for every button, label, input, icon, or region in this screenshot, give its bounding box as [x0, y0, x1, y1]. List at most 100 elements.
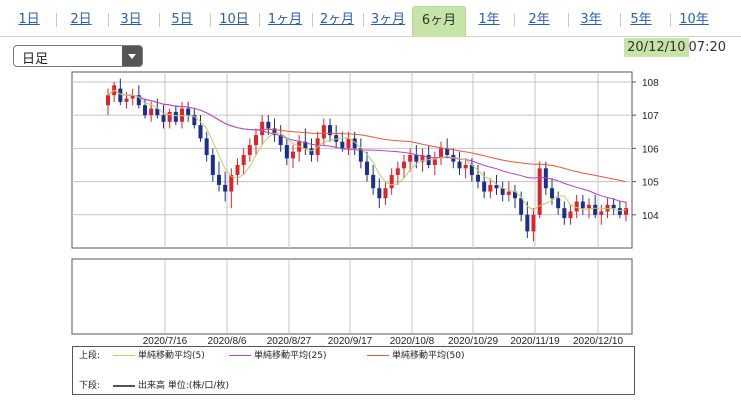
- tab-5y[interactable]: 5年: [630, 12, 652, 27]
- y-tick-label: 107: [642, 111, 659, 122]
- candle-body: [247, 145, 252, 156]
- interval-select[interactable]: 日足: [13, 45, 143, 67]
- candle-body: [568, 211, 573, 219]
- legend-upper-row: 上段: 単純移動平均(5) 単純移動平均(25) 単純移動平均(50): [79, 349, 629, 363]
- sma50-line-swatch: [367, 355, 389, 356]
- tab-2m[interactable]: 2ヶ月: [319, 12, 355, 27]
- legend-sma25: 単純移動平均(25): [229, 349, 326, 363]
- candle-body: [155, 108, 160, 116]
- candle-body: [414, 155, 419, 162]
- candle-body: [531, 214, 536, 232]
- candle-body: [260, 121, 265, 136]
- tab-separator: [259, 13, 260, 27]
- candle-body: [309, 148, 314, 156]
- candle-body: [617, 208, 622, 215]
- candle-body: [383, 188, 388, 199]
- candle-body: [352, 138, 357, 149]
- candle-body: [364, 161, 370, 175]
- y-tick-label: 104: [642, 211, 659, 222]
- candle-body: [611, 204, 616, 209]
- tab-1m[interactable]: 1ヶ月: [267, 12, 303, 27]
- legend-volume-label: 出来高 単位:(株/口/枚): [138, 381, 229, 391]
- last-updated: 20/12/10 07:20: [624, 38, 726, 57]
- candle-body: [235, 164, 240, 175]
- candle-body: [290, 151, 296, 159]
- x-tick-label: 2020/8/6: [208, 336, 247, 346]
- candle-body: [216, 174, 222, 185]
- candle-body: [519, 198, 524, 215]
- tab-2y[interactable]: 2年: [528, 12, 550, 27]
- tab-separator: [670, 13, 671, 27]
- candle-body: [303, 141, 308, 149]
- volume-line-swatch: [113, 384, 135, 387]
- tab-3m[interactable]: 3ヶ月: [370, 12, 406, 27]
- sma25-line: [107, 89, 627, 203]
- tab-1y[interactable]: 1年: [478, 12, 500, 27]
- tab-separator: [620, 13, 621, 27]
- candle-body: [149, 108, 154, 116]
- candle-body: [420, 155, 425, 162]
- candle-body: [574, 201, 579, 212]
- candle-body: [377, 188, 382, 199]
- legend-sma5-label: 単純移動平均(5): [138, 351, 205, 361]
- candle-body: [142, 105, 148, 116]
- candle-body: [525, 214, 530, 232]
- candle-body: [593, 204, 598, 215]
- tab-10d[interactable]: 10日: [219, 12, 249, 27]
- tab-separator: [108, 13, 109, 27]
- candle-body: [401, 161, 407, 169]
- candle-body: [605, 204, 610, 212]
- tab-3d[interactable]: 3日: [120, 12, 142, 27]
- x-axis-labels: 2020/7/16 2020/8/6 2020/8/27 2020/9/17 2020/…: [143, 336, 624, 346]
- tab-10y[interactable]: 10年: [679, 12, 709, 27]
- tab-separator: [514, 13, 515, 27]
- chart-legend: 上段: 単純移動平均(5) 単純移動平均(25) 単純移動平均(50) 下段: …: [72, 346, 635, 395]
- last-updated-time: 07:20: [688, 40, 726, 55]
- tab-2d[interactable]: 2日: [70, 12, 92, 27]
- x-tick-label: 2020/12/10: [573, 336, 623, 346]
- candle-body: [482, 181, 487, 192]
- candlesticks: [105, 78, 629, 242]
- candle-body: [475, 174, 481, 182]
- tab-separator: [56, 13, 57, 27]
- candle-body: [105, 95, 111, 106]
- candle-body: [124, 98, 129, 102]
- tab-6m[interactable]: 6ヶ月: [412, 6, 466, 37]
- candle-body: [118, 88, 123, 102]
- candle-body: [229, 174, 234, 192]
- candle-body: [463, 164, 468, 169]
- candle-body: [186, 108, 191, 116]
- x-tick-label: 2020/10/8: [390, 336, 435, 346]
- candle-body: [340, 141, 345, 149]
- sma25-line-swatch: [229, 355, 251, 356]
- y-tick-label: 105: [642, 178, 659, 189]
- last-updated-date: 20/12/10: [624, 38, 689, 57]
- candle-body: [488, 184, 493, 192]
- tab-separator: [159, 13, 160, 27]
- candle-body: [469, 164, 474, 175]
- candle-body: [334, 135, 339, 142]
- candle-body: [395, 168, 400, 175]
- candle-body: [512, 191, 518, 199]
- candle-body: [167, 111, 172, 122]
- candle-body: [500, 188, 505, 195]
- legend-sma25-label: 単純移動平均(25): [254, 351, 327, 361]
- candle-body: [623, 208, 629, 215]
- legend-sma50: 単純移動平均(50): [367, 349, 464, 363]
- candle-body: [198, 125, 203, 139]
- tab-5d[interactable]: 5日: [171, 12, 193, 27]
- legend-upper-label: 上段:: [79, 351, 101, 361]
- candle-body: [253, 135, 259, 146]
- candle-body: [562, 208, 567, 219]
- tab-1d[interactable]: 1日: [18, 12, 40, 27]
- y-tick-label: 106: [642, 144, 659, 155]
- x-tick-label: 2020/8/27: [267, 336, 312, 346]
- tab-3y[interactable]: 3年: [580, 12, 602, 27]
- volume-panel: [71, 258, 633, 335]
- y-tick-label: 108: [642, 78, 659, 89]
- candle-body: [130, 95, 135, 99]
- chevron-down-icon: [122, 46, 142, 66]
- candle-body: [321, 125, 326, 139]
- candle-body: [494, 184, 499, 189]
- candle-body: [586, 204, 592, 209]
